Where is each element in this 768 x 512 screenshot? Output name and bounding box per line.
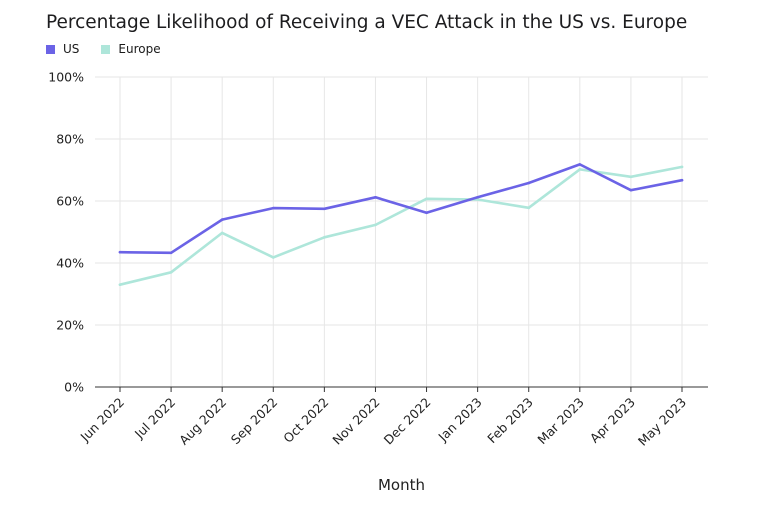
- x-tick-label: Feb 2023: [484, 395, 536, 447]
- chart-title: Percentage Likelihood of Receiving a VEC…: [46, 12, 688, 33]
- legend-swatch-europe: [101, 44, 111, 54]
- y-tick-label: 80%: [56, 132, 84, 147]
- data-point-us: [425, 211, 428, 215]
- y-tick-label: 60%: [56, 194, 84, 209]
- x-tick-label: Apr 2023: [587, 395, 638, 446]
- data-point-us: [527, 181, 531, 185]
- series-line-us: [118, 163, 684, 255]
- series-line-europe: [118, 165, 684, 287]
- legend-item-us: US: [46, 42, 79, 56]
- data-point-us: [323, 207, 326, 211]
- x-tick-label: Sep 2022: [228, 395, 281, 448]
- data-point-europe: [220, 231, 224, 235]
- data-point-us: [118, 250, 122, 254]
- data-point-europe: [527, 206, 531, 210]
- data-point-us: [578, 163, 582, 166]
- x-tick-label: Jul 2022: [131, 395, 178, 442]
- data-point-us: [271, 206, 275, 210]
- y-tick-label: 40%: [56, 256, 84, 271]
- y-tick-label: 20%: [56, 318, 84, 333]
- data-point-us: [680, 178, 684, 182]
- data-point-europe: [169, 271, 173, 274]
- legend-label-us: US: [63, 42, 80, 56]
- legend-swatch-us: [46, 44, 55, 54]
- legend-item-europe: Europe: [101, 42, 161, 56]
- x-tick-label: Jun 2022: [77, 395, 127, 445]
- data-point-us: [220, 218, 224, 221]
- x-tick-label: Jan 2023: [435, 395, 485, 445]
- x-tick-label: Mar 2023: [534, 395, 587, 448]
- data-point-europe: [271, 256, 275, 259]
- legend-label-europe: Europe: [118, 42, 161, 56]
- x-axis-title: Month: [378, 476, 425, 494]
- data-point-europe: [118, 283, 122, 287]
- x-tick-label: Aug 2022: [176, 395, 229, 448]
- y-tick-label: 0%: [64, 380, 84, 395]
- legend: US Europe: [46, 42, 183, 56]
- y-tick-label: 100%: [48, 70, 84, 85]
- x-tick-label: Nov 2022: [329, 395, 382, 448]
- x-tick-label: Oct 2022: [280, 395, 331, 446]
- x-tick-label: Dec 2022: [381, 395, 434, 448]
- x-tick-label: May 2023: [635, 395, 689, 449]
- data-point-us: [169, 251, 173, 255]
- data-point-us: [476, 195, 479, 199]
- data-point-europe: [680, 165, 684, 169]
- data-point-europe: [374, 223, 377, 227]
- data-point-us: [629, 188, 633, 192]
- data-point-us: [374, 195, 377, 199]
- data-point-europe: [323, 235, 326, 239]
- data-point-europe: [629, 175, 633, 179]
- data-point-europe: [425, 197, 428, 201]
- data-point-europe: [578, 168, 582, 171]
